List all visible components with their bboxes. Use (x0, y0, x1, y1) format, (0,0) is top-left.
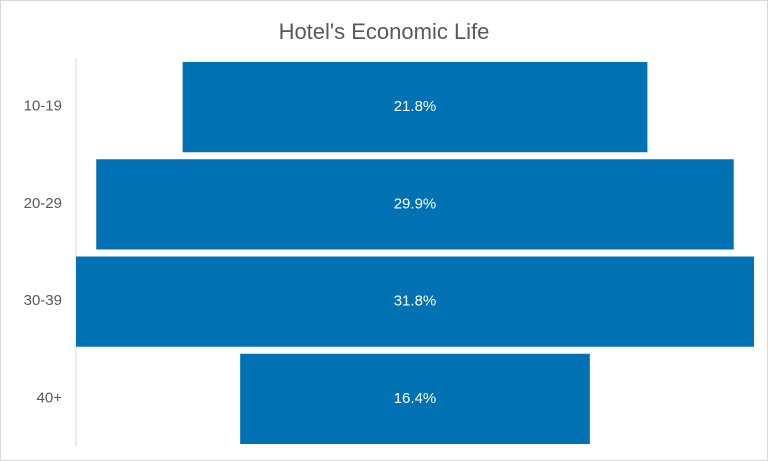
category-label: 30-39 (24, 292, 62, 309)
data-label: 31.8% (394, 293, 437, 310)
category-label: 20-29 (24, 195, 62, 212)
bar (240, 353, 590, 444)
bar (76, 256, 754, 347)
category-label: 10-19 (24, 98, 62, 115)
data-label: 16.4% (394, 390, 437, 407)
category-label: 40+ (37, 389, 63, 406)
bar (96, 159, 734, 250)
bar (182, 62, 648, 153)
data-label: 29.9% (394, 195, 437, 212)
chart-title: Hotel's Economic Life (279, 19, 490, 44)
data-label: 21.8% (394, 98, 437, 115)
